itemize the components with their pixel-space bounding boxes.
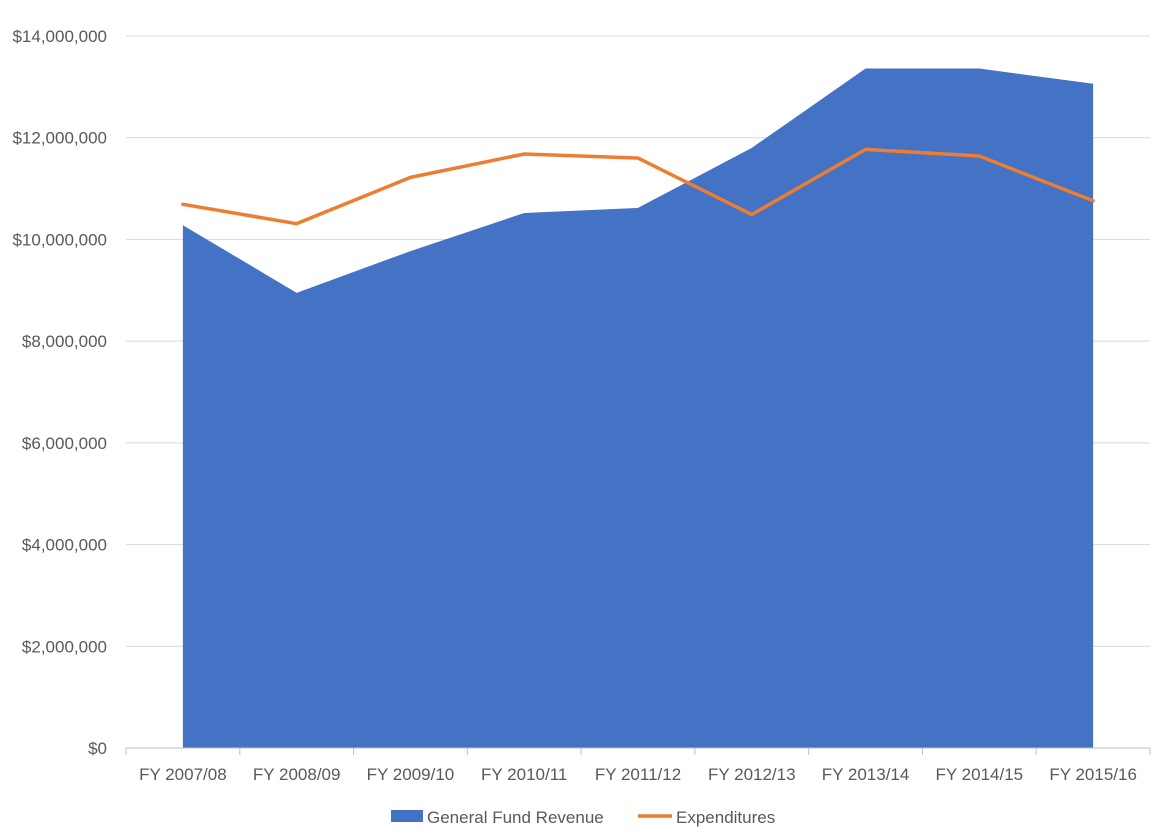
y-tick-label: $4,000,000 [22,536,107,555]
axes [125,747,1151,755]
y-tick-label: $8,000,000 [22,332,107,351]
x-tick-label: FY 2013/14 [822,765,910,784]
revenue-area-layer [182,68,1094,748]
x-tick-label: FY 2014/15 [936,765,1024,784]
legend-label-expenditures: Expenditures [676,808,775,827]
x-tick-label: FY 2011/12 [595,765,681,784]
legend: General Fund Revenue Expenditures [391,808,775,827]
expenditures-line-layer [181,147,1095,226]
y-tick-label: $10,000,000 [12,230,107,249]
y-tick-label: $14,000,000 [12,27,107,46]
x-tick-label: FY 2012/13 [708,765,796,784]
y-tick-label: $0 [88,739,107,758]
x-tick-label: FY 2007/08 [139,765,227,784]
y-tick-label: $12,000,000 [12,129,107,148]
x-tick-label: FY 2010/11 [481,765,567,784]
x-tick-label: FY 2008/09 [253,765,341,784]
y-tick-label: $2,000,000 [22,637,107,656]
legend-swatch-general-fund-revenue [391,810,423,822]
x-axis-tick-labels: FY 2007/08 FY 2008/09 FY 2009/10 FY 2010/11… [139,765,1137,784]
x-tick-label: FY 2009/10 [367,765,455,784]
y-tick-label: $6,000,000 [22,434,107,453]
legend-label-general-fund-revenue: General Fund Revenue [427,808,604,827]
general-fund-revenue-area [182,68,1094,748]
y-axis-tick-labels: $0 $2,000,000 $4,000,000 $6,000,000 $8,000,0… [12,27,107,758]
x-tick-label: FY 2015/16 [1049,765,1137,784]
